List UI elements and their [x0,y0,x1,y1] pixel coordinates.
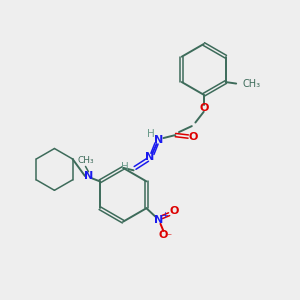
Text: CH₃: CH₃ [77,156,94,165]
Text: N: N [146,152,154,162]
Text: H: H [147,129,154,139]
Text: N: N [154,214,164,225]
Text: O: O [189,132,198,142]
Text: CH₃: CH₃ [242,79,260,88]
Text: O: O [170,206,179,216]
Text: N: N [84,171,93,181]
Text: O: O [199,103,208,113]
Text: N: N [154,135,163,145]
Text: O: O [159,230,168,239]
Text: ⁻: ⁻ [167,232,172,242]
Text: H: H [121,162,129,172]
Text: +: + [161,211,168,220]
